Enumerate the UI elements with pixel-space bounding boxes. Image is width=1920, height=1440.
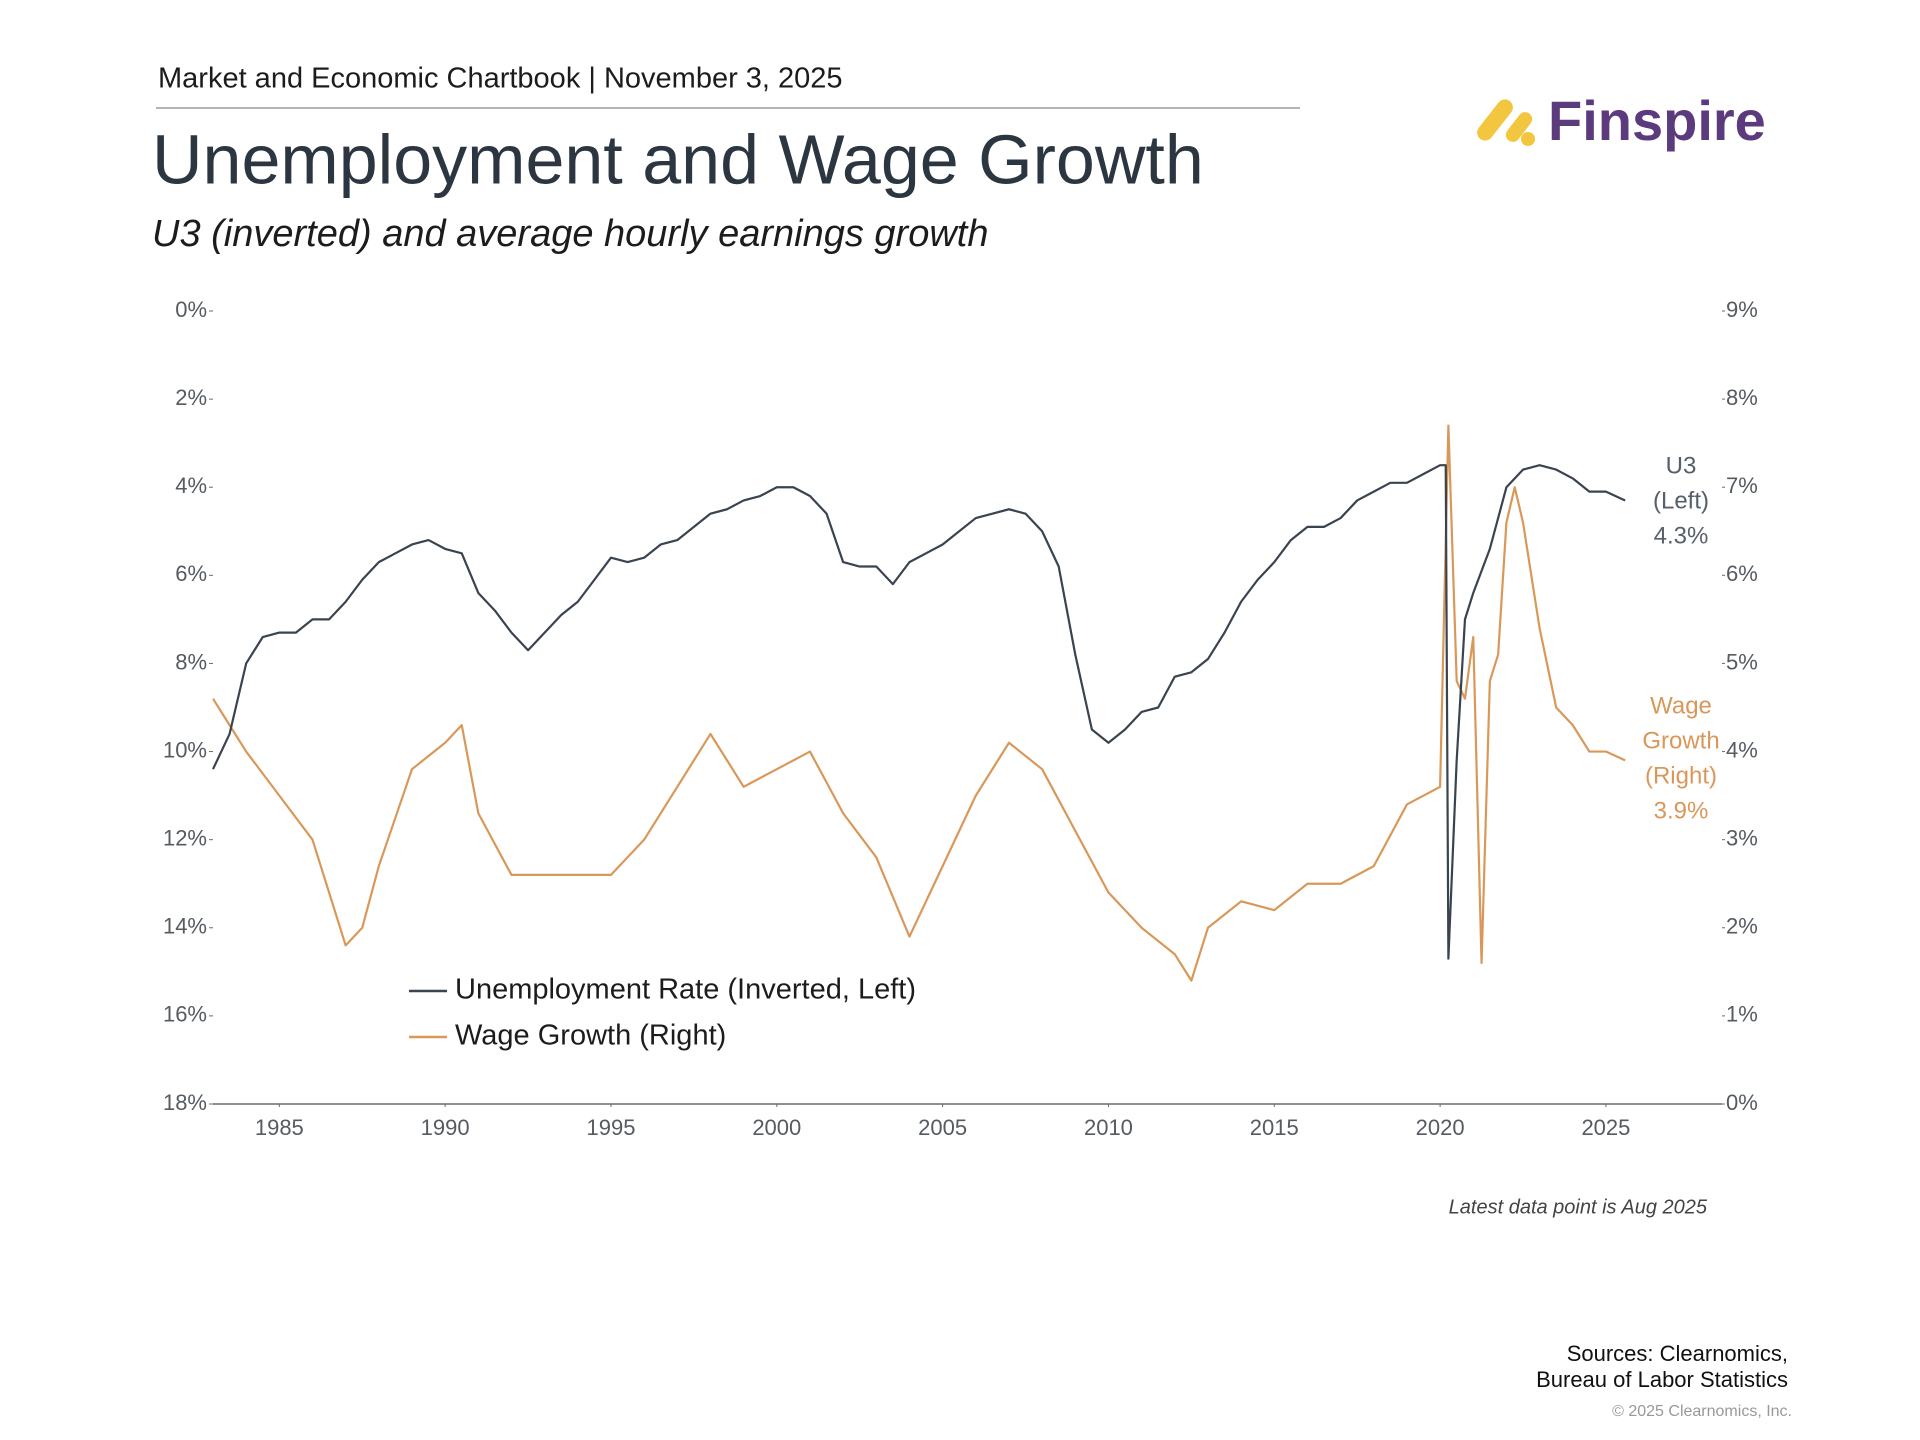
x-tick-label: 2010	[1084, 1115, 1133, 1140]
end-label: (Left)	[1653, 487, 1709, 514]
y2-tick-label: 0%	[1726, 1090, 1758, 1115]
chart-title: Unemployment and Wage Growth	[152, 120, 1204, 198]
y-tick-label: 4%	[175, 473, 207, 498]
logo: Finspire	[1477, 89, 1766, 152]
end-label: U3	[1666, 452, 1697, 479]
y2-tick-label: 5%	[1726, 649, 1758, 674]
logo-bar	[1505, 112, 1533, 142]
y-tick-label: 6%	[175, 561, 207, 586]
chart: 0% 2% 4% 6% 8% 10% 12% 14% 16% 18% 0% 1% 2% 3% 4% 5% 6% 7…	[163, 297, 1758, 1140]
logo-dot	[1521, 132, 1535, 146]
x-tick-label: 2000	[752, 1115, 801, 1140]
sources: Bureau of Labor Statistics	[1536, 1367, 1788, 1392]
y-tick-label: 14%	[163, 914, 207, 939]
y-tick-label: 8%	[175, 649, 207, 674]
legend-label: Unemployment Rate (Inverted, Left)	[455, 974, 916, 1006]
y2-tick-label: 4%	[1726, 737, 1758, 762]
y2-tick-label: 2%	[1726, 914, 1758, 939]
y2-tick-label: 8%	[1726, 385, 1758, 410]
y-tick-label: 16%	[163, 1002, 207, 1027]
data-line	[212, 424, 1626, 982]
y2-tick-label: 6%	[1726, 561, 1758, 586]
y2-tick-label: 7%	[1726, 473, 1758, 498]
x-tick-label: 1995	[587, 1115, 636, 1140]
y-tick-label: 12%	[163, 825, 207, 850]
logo-text: Finspire	[1548, 89, 1766, 152]
y-tick-label: 18%	[163, 1090, 207, 1115]
logo-bar	[1477, 99, 1513, 141]
header: Market and Economic Chartbook | November…	[158, 63, 843, 95]
copyright: © 2025 Clearnomics, Inc.	[1612, 1403, 1792, 1420]
end-label: 3.9%	[1654, 797, 1709, 824]
data-line	[212, 464, 1626, 960]
y-tick-label: 10%	[163, 737, 207, 762]
x-tick-label: 2015	[1250, 1115, 1299, 1140]
sources: Sources: Clearnomics,	[1567, 1341, 1788, 1366]
x-tick-label: 2020	[1416, 1115, 1465, 1140]
y2-tick-label: 1%	[1726, 1002, 1758, 1027]
legend-label: Wage Growth (Right)	[455, 1020, 726, 1052]
y-tick-label: 2%	[175, 385, 207, 410]
y2-tick-label: 9%	[1726, 297, 1758, 322]
end-label: 4.3%	[1654, 522, 1709, 549]
x-tick-label: 1990	[421, 1115, 470, 1140]
end-label: Growth	[1642, 727, 1719, 754]
end-label: (Right)	[1645, 762, 1717, 789]
note: Latest data point is Aug 2025	[1449, 1196, 1708, 1218]
y-tick-label: 0%	[175, 297, 207, 322]
chart-subtitle: U3 (inverted) and average hourly earning…	[152, 213, 988, 255]
x-tick-label: 2005	[918, 1115, 967, 1140]
x-tick-label: 2025	[1581, 1115, 1630, 1140]
y2-tick-label: 3%	[1726, 825, 1758, 850]
x-tick-label: 1985	[255, 1115, 304, 1140]
end-label: Wage	[1650, 692, 1712, 719]
